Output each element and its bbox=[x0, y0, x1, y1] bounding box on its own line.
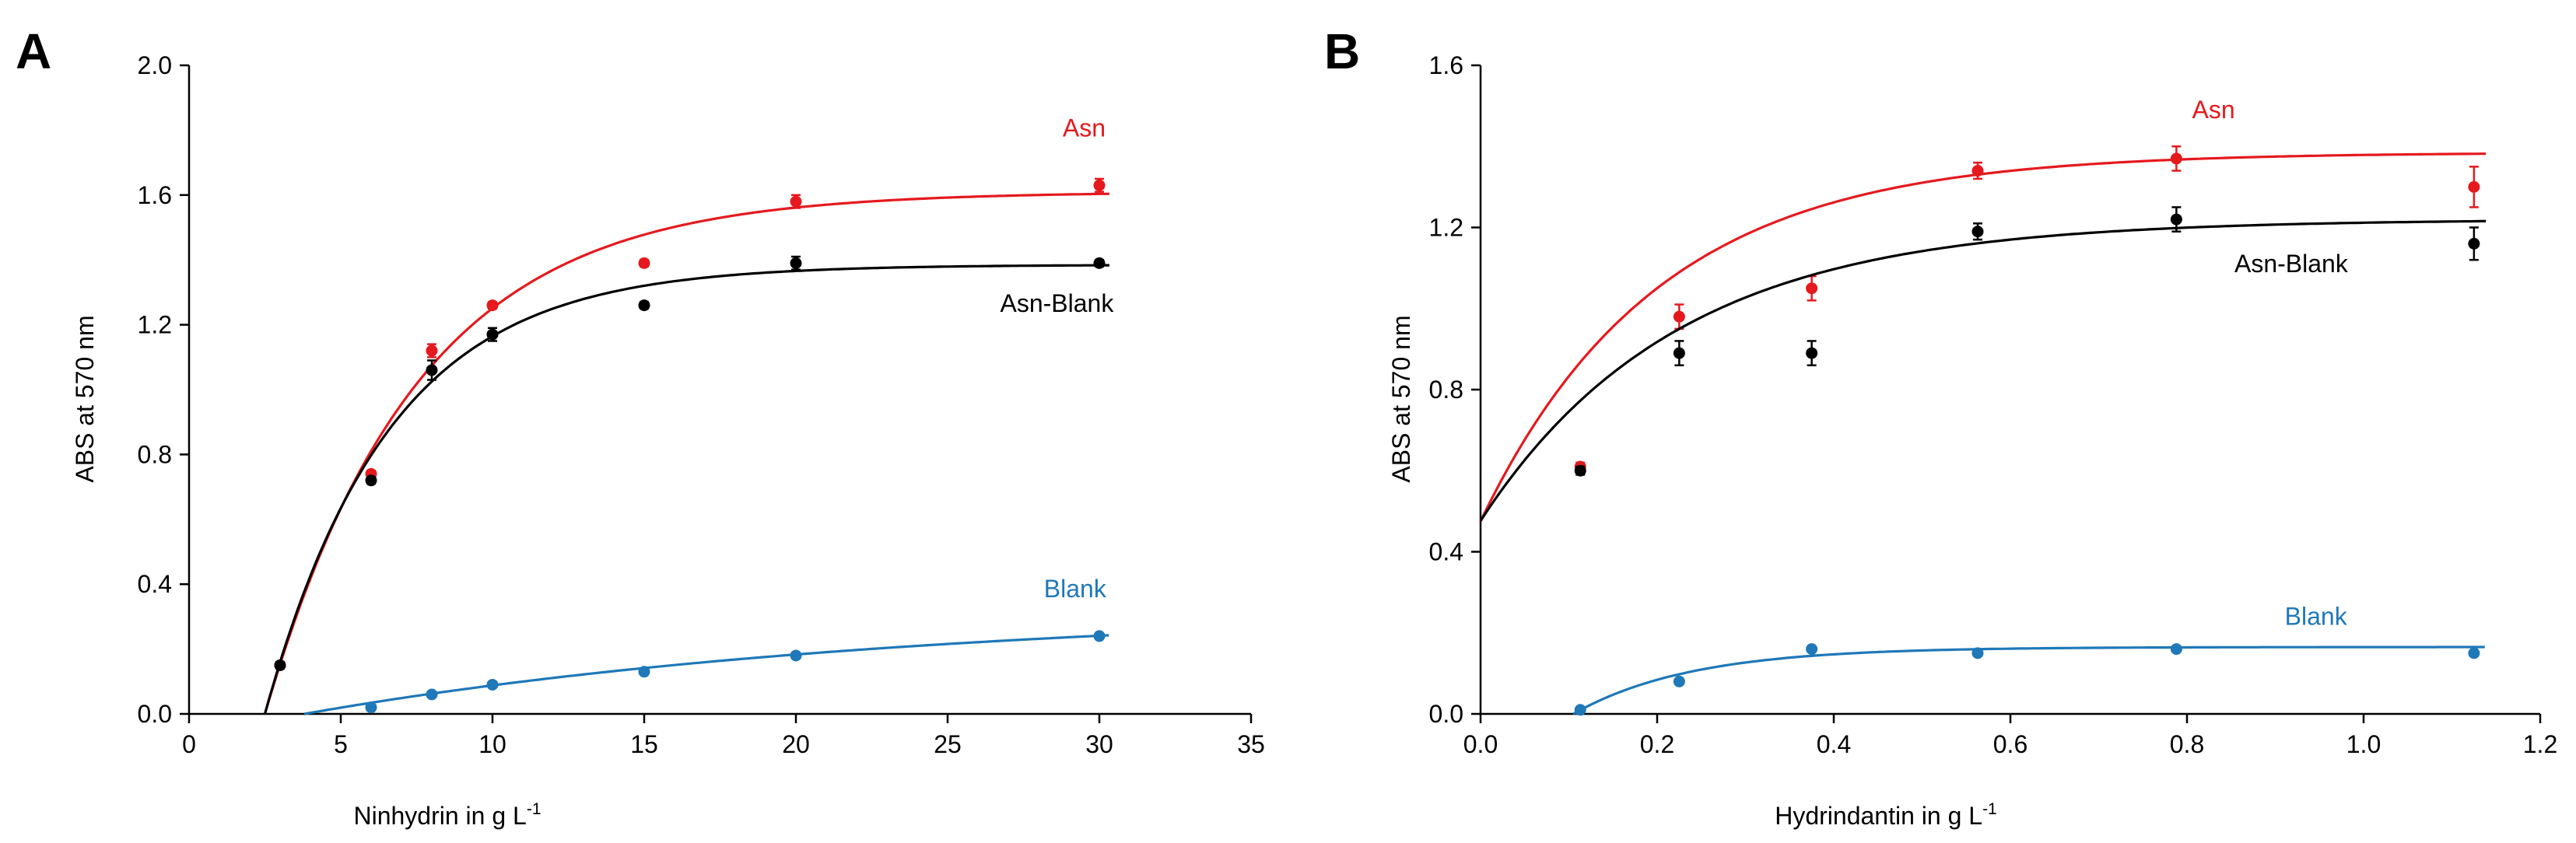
x-tick-label: 20 bbox=[782, 730, 810, 758]
series-label: Blank bbox=[2285, 602, 2348, 630]
data-point bbox=[1093, 630, 1106, 642]
data-point bbox=[486, 328, 499, 341]
series-asn bbox=[1479, 145, 2487, 523]
data-point bbox=[1806, 347, 1818, 359]
fit-curve bbox=[1479, 219, 2487, 522]
data-point bbox=[365, 474, 377, 487]
series-asn bbox=[263, 177, 1109, 715]
y-tick-label: 0.4 bbox=[1429, 538, 1463, 566]
y-tick-label: 0.8 bbox=[1429, 376, 1463, 404]
series-asn-blank bbox=[1479, 206, 2487, 522]
data-point bbox=[486, 299, 499, 312]
data-point bbox=[1574, 704, 1586, 716]
data-point bbox=[638, 299, 650, 312]
panel-label: A bbox=[16, 23, 51, 79]
x-tick-label: 1.2 bbox=[2523, 730, 2557, 758]
y-tick-label: 0.8 bbox=[138, 440, 172, 468]
data-point bbox=[486, 678, 499, 691]
data-point bbox=[790, 649, 802, 662]
data-point bbox=[1971, 647, 1984, 659]
panel-label: B bbox=[1324, 23, 1360, 79]
x-axis-title: Hydrindantin in g L-1 bbox=[1775, 800, 1997, 830]
data-point bbox=[426, 345, 438, 357]
x-tick-label: 5 bbox=[334, 730, 348, 758]
data-point bbox=[274, 659, 286, 671]
data-point bbox=[790, 257, 802, 269]
fit-curve bbox=[263, 192, 1109, 715]
y-tick-label: 0.0 bbox=[138, 700, 172, 728]
x-tick-label: 10 bbox=[478, 730, 506, 758]
x-tick-label: 0.6 bbox=[1993, 730, 2028, 758]
data-point bbox=[790, 195, 802, 208]
data-point bbox=[1093, 257, 1106, 269]
x-tick-label: 0.2 bbox=[1640, 730, 1674, 758]
y-tick-label: 1.6 bbox=[1429, 51, 1463, 79]
data-point bbox=[2170, 213, 2182, 226]
y-tick-label: 1.6 bbox=[138, 181, 172, 209]
data-point bbox=[426, 688, 438, 701]
series-blank bbox=[1572, 643, 2485, 716]
fit-curve bbox=[1572, 645, 2485, 715]
data-point bbox=[2170, 152, 2182, 165]
y-tick-label: 0.0 bbox=[1429, 700, 1463, 728]
fit-curve bbox=[1479, 152, 2487, 523]
y-axis-title: ABS at 570 nm bbox=[71, 315, 99, 482]
data-point bbox=[2468, 180, 2480, 193]
x-tick-label: 0.4 bbox=[1817, 730, 1851, 758]
fit-curve bbox=[263, 264, 1109, 715]
data-point bbox=[1971, 226, 1984, 238]
series-label: Asn-Blank bbox=[2234, 250, 2349, 278]
x-tick-label: 1.0 bbox=[2346, 730, 2381, 758]
series-blank bbox=[303, 630, 1109, 715]
data-point bbox=[1093, 179, 1106, 191]
data-point bbox=[1806, 282, 1818, 295]
y-axis-title: ABS at 570 nm bbox=[1387, 315, 1415, 482]
data-point bbox=[1574, 464, 1586, 477]
x-tick-label: 35 bbox=[1237, 730, 1265, 758]
y-tick-label: 1.2 bbox=[1429, 214, 1463, 242]
panel-b: B Hydrindantin in g L-1 ABS at 570 nm 0.… bbox=[1324, 23, 2557, 830]
series-label: Asn bbox=[2192, 96, 2234, 124]
series-label: Asn-Blank bbox=[1000, 289, 1114, 317]
y-tick-label: 1.2 bbox=[138, 311, 172, 339]
data-point bbox=[2170, 643, 2182, 656]
data-point bbox=[365, 701, 377, 714]
data-point bbox=[1806, 643, 1818, 656]
data-point bbox=[1673, 347, 1685, 359]
x-tick-label: 25 bbox=[934, 730, 962, 758]
y-tick-label: 2.0 bbox=[138, 51, 172, 79]
data-point bbox=[2468, 647, 2480, 659]
data-point bbox=[1673, 310, 1685, 323]
x-tick-label: 30 bbox=[1085, 730, 1113, 758]
data-point bbox=[638, 257, 650, 269]
data-point bbox=[1971, 165, 1984, 177]
x-axis-title: Ninhydrin in g L-1 bbox=[353, 800, 541, 830]
panel-a: A Ninhydrin in g L-1 ABS at 570 nm 0 5 10 1… bbox=[16, 23, 1265, 830]
x-tick-label: 0.8 bbox=[2170, 730, 2204, 758]
x-tick-label: 0 bbox=[182, 730, 196, 758]
data-point bbox=[638, 666, 650, 678]
data-point bbox=[2468, 237, 2480, 250]
x-tick-label: 0.0 bbox=[1463, 730, 1498, 758]
x-tick-label: 15 bbox=[630, 730, 658, 758]
fit-curve bbox=[303, 634, 1109, 715]
series-label: Asn bbox=[1063, 114, 1106, 142]
series-label: Blank bbox=[1044, 575, 1107, 603]
data-point bbox=[1673, 675, 1685, 687]
series-asn-blank bbox=[263, 255, 1109, 715]
y-tick-label: 0.4 bbox=[138, 570, 172, 598]
data-point bbox=[426, 364, 438, 376]
